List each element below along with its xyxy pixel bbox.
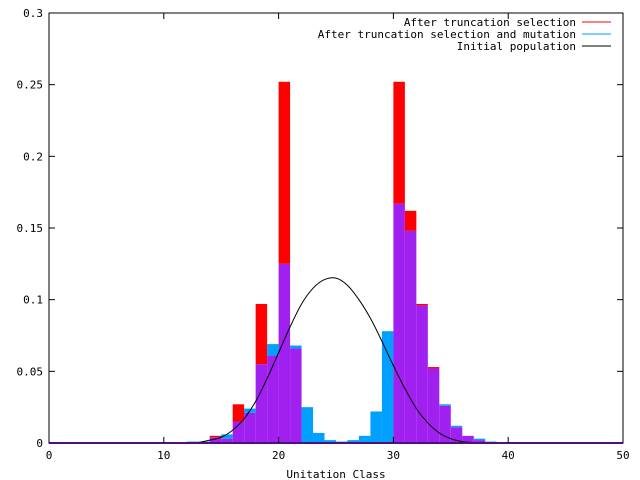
bar-selection-30: [393, 81, 405, 204]
bar-overlap-18: [255, 364, 268, 443]
bar-overlap-31: [404, 230, 417, 443]
bar-overlap-34: [439, 405, 451, 443]
bar-overlap-37: [473, 440, 486, 443]
legend-label: Initial population: [457, 40, 576, 53]
bar-overlap-35: [450, 427, 463, 443]
bar-selection-32: [416, 303, 428, 306]
bar-mutation-28: [370, 411, 382, 443]
plot-frame: [48, 12, 624, 444]
bar-overlap-15: [221, 438, 233, 443]
bar-overlap-32: [416, 305, 428, 443]
x-tick-label: 40: [502, 449, 515, 462]
bar-overlap-33: [427, 368, 440, 443]
bar-mutation-22: [301, 407, 314, 443]
y-tick-label: 0.05: [17, 365, 44, 378]
bar-overlap-20: [278, 263, 291, 443]
y-tick-label: 0.1: [23, 294, 43, 307]
initial-population-curve: [198, 277, 474, 444]
bar-overlap-36: [462, 435, 474, 443]
bar-selection-20: [278, 81, 291, 264]
bar-overlap-17: [244, 412, 256, 443]
bar-mutation-21: [290, 345, 302, 349]
bar-overlap-19: [267, 355, 279, 443]
bar-mutation-19: [267, 344, 279, 356]
bar-mutation-26: [347, 440, 359, 443]
x-tick-label: 10: [157, 449, 170, 462]
y-tick-label: 0.25: [17, 79, 44, 92]
bars-layer: [186, 81, 497, 443]
x-tick-label: 20: [272, 449, 285, 462]
y-tick-label: 0.2: [23, 150, 43, 163]
legend-label: After truncation selection: [404, 16, 576, 29]
x-tick-label: 30: [387, 449, 400, 462]
bar-selection-16: [232, 404, 245, 422]
bar-mutation-37: [473, 438, 486, 441]
x-tick-label: 50: [616, 449, 629, 462]
curve-layer: [198, 277, 474, 444]
bar-selection-31: [404, 210, 417, 231]
bar-mutation-34: [439, 404, 451, 406]
x-axis-label: Unitation Class: [286, 468, 385, 480]
y-tick-label: 0: [36, 437, 43, 450]
bar-mutation-29: [381, 331, 394, 443]
bar-selection-18: [255, 303, 268, 365]
bar-mutation-27: [358, 435, 371, 443]
bar-overlap-21: [290, 348, 302, 443]
y-tick-label: 0.3: [23, 7, 43, 20]
bar-mutation-15: [221, 434, 233, 439]
bar-mutation-23: [313, 432, 325, 443]
bar-mutation-24: [324, 440, 336, 443]
bar-selection-14: [209, 435, 222, 438]
legend-label: After truncation selection and mutation: [318, 28, 576, 41]
bar-overlap-14: [209, 437, 222, 443]
bar-mutation-35: [450, 425, 463, 428]
axes-layer: 0 0.05 0.1 0.15 0.2 0.25 0.3 0 10 20 30 40 50: [17, 7, 630, 462]
x-tick-label: 0: [46, 449, 53, 462]
y-tick-label: 0.15: [17, 222, 44, 235]
bar-selection-33: [427, 367, 440, 369]
bar-overlap-16: [232, 421, 245, 443]
bar-overlap-30: [393, 203, 405, 443]
